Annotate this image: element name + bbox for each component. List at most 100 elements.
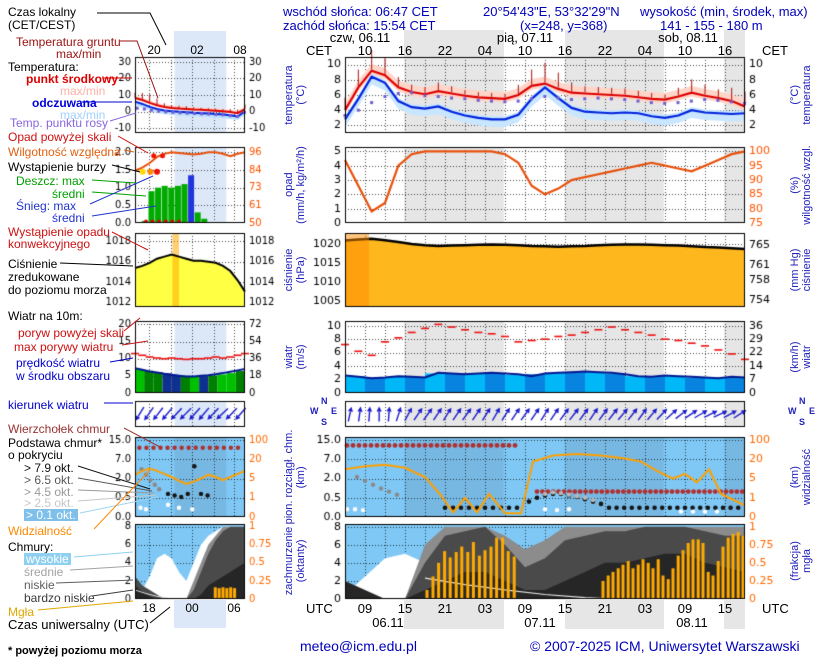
utc-tick: 09: [517, 601, 533, 616]
cet-tick: 10: [517, 43, 533, 58]
legend-ground-temp: Temperatura gruntu: [16, 35, 121, 49]
utc-tick: 15: [397, 601, 413, 616]
axis-title-visibility-right: (km) widzialność: [789, 448, 813, 506]
legend-fog: Mgła: [8, 605, 35, 619]
sunrise-time: wschód słońca: 06:47 CET: [283, 4, 438, 19]
compass-n: N: [321, 396, 328, 406]
utc-tick: 21: [597, 601, 613, 616]
mini-utc-tick: 18: [142, 601, 156, 615]
legend-snow-max: Śnieg: max: [16, 199, 77, 213]
pressure-chart: [305, 226, 785, 314]
copyright-notice: © 2007-2025 ICM, Uniwersytet Warszawski: [530, 638, 800, 654]
axis-title-temperature-left: temperatura (°C): [283, 65, 307, 125]
mini-utc-tick: 06: [227, 601, 241, 615]
mini-precipitation-chart: [103, 140, 283, 230]
contact-email-link[interactable]: meteo@icm.edu.pl: [300, 638, 417, 654]
cet-tick: 04: [477, 43, 493, 58]
cet-tick: 04: [637, 43, 653, 58]
legend-pressure-1: Ciśnienie: [8, 257, 58, 271]
utc-tick: 03: [637, 601, 653, 616]
legend-okt-45: > 4.5 okt.: [24, 485, 74, 499]
legend-clouds-verylow: bardzo niskie: [24, 591, 95, 605]
mini-utc-tick: 00: [185, 601, 199, 615]
legend-okt-01: > 0.1 okt.: [24, 508, 78, 522]
axis-title-precip-left: opad (mm/h, kg/m²/h): [283, 146, 307, 224]
compass-e: E: [331, 406, 338, 416]
cet-tick: 10: [677, 43, 693, 58]
legend-max-gusts: max porywy wiatru: [14, 340, 114, 354]
legend-cloud-base-1: Podstawa chmur*: [8, 436, 103, 450]
cet-tick: 22: [437, 43, 453, 58]
mini-cet-tick: 02: [190, 43, 204, 57]
legend-cloud-top: Wierzchołek chmur: [8, 422, 111, 436]
axis-title-fog-right: (frakcja) mgła: [789, 541, 813, 581]
wind-direction-strip: [305, 394, 785, 434]
legend-clouds-high: wysokie: [24, 552, 71, 566]
cet-tick: 16: [397, 43, 413, 58]
compass-s: S: [321, 417, 328, 427]
legend-humidity: Wilgotność względna: [8, 145, 121, 159]
axis-title-cover-left: zachmurzenie (oktanty): [283, 526, 307, 596]
legend-storm: Wystąpienie burzy: [8, 160, 106, 174]
legend-clouds-low: niskie: [24, 578, 55, 592]
cet-tick: 10: [357, 43, 373, 58]
mini-cloud-extent-chart: [103, 430, 283, 524]
utc-tick: 09: [357, 601, 373, 616]
mini-cet-tick: 08: [233, 43, 247, 57]
cet-tick: 22: [597, 43, 613, 58]
legend-okt-65: > 6.5 okt.: [24, 473, 74, 487]
legend-pressure-2: zredukowane: [8, 270, 80, 284]
mini-wind-chart: [103, 314, 283, 400]
date-label-2: 07.11: [524, 615, 556, 630]
compass-n: N: [799, 396, 806, 406]
utc-tick: 21: [437, 601, 453, 616]
compass-w: W: [788, 406, 797, 416]
footnote-above-sea-level: * powyżej poziomu morza: [8, 645, 142, 657]
mini-cloud-cover-chart: [103, 517, 283, 606]
legend-dew-point: Temp. punktu rosy: [10, 116, 109, 130]
legend-rain-mean: średni: [52, 187, 85, 201]
utc-tick: 15: [717, 601, 733, 616]
cet-label-right: CET: [762, 43, 788, 58]
legend-local-time-2: (CET/CEST): [8, 18, 76, 32]
legend-wind-direction: kierunek wiatru: [8, 398, 89, 412]
axis-title-wind-left: wiatr (m/s): [283, 344, 307, 370]
legend-temp-midpoint: punkt środkowy: [26, 72, 119, 86]
compass-e: E: [809, 406, 816, 416]
axis-title-cloud-left: pion. rozciągł. chm. (km): [283, 429, 307, 525]
legend-snow-mean: średni: [52, 211, 85, 225]
legend-visibility: Widzialność: [8, 524, 73, 538]
legend-utc: Czas uniwersalny (UTC): [8, 617, 149, 632]
axis-title-humidity-right: (%) wilgotność wzgl.: [789, 145, 813, 225]
legend-pressure-3: do poziomu morza: [8, 283, 107, 297]
cloud-extent-visibility-chart: [305, 430, 785, 524]
legend-clouds-mid: średnie: [24, 565, 64, 579]
day-label-2: pią, 07.11: [496, 30, 554, 45]
legend-rain-max: Deszcz: max: [16, 174, 85, 188]
legend-wind-speed-1: prędkość wiatru: [16, 356, 101, 370]
mini-temperature-chart: [103, 50, 283, 140]
axis-title-pressure-left: ciśnienie (hPa): [283, 248, 307, 292]
altitude-values: 141 - 155 - 180 m: [660, 18, 763, 33]
legend-felt-maxmin: max/min: [60, 108, 106, 122]
mini-wind-direction-strip: [103, 394, 283, 434]
wind-chart: [305, 314, 785, 400]
legend-gust-offscale: poryw powyżej skali: [18, 326, 125, 340]
grid-xy: (x=248, y=368): [520, 18, 608, 33]
altitude-label: wysokość (min, środek, max): [640, 4, 808, 19]
legend-okt-25: > 2.5 okt.: [24, 496, 74, 510]
cet-label-left: CET: [306, 43, 332, 58]
utc-tick: 15: [557, 601, 573, 616]
sunset-time: zachód słońca: 15:54 CET: [283, 18, 436, 33]
legend-temp-maxmin: max/min: [60, 84, 106, 98]
date-label-3: 08.11: [676, 615, 708, 630]
compass-s: S: [799, 417, 806, 427]
utc-label-left: UTC: [306, 601, 333, 616]
day-label-3: sob, 08.11: [658, 30, 718, 45]
night-shade-bottom-3: [724, 600, 745, 629]
utc-label-right: UTC: [762, 601, 789, 616]
day-label-1: czw, 06.11: [329, 30, 391, 45]
legend-local-time: Czas lokalny: [8, 5, 77, 19]
legend-cloud-base-2: o pokryciu: [8, 448, 63, 462]
